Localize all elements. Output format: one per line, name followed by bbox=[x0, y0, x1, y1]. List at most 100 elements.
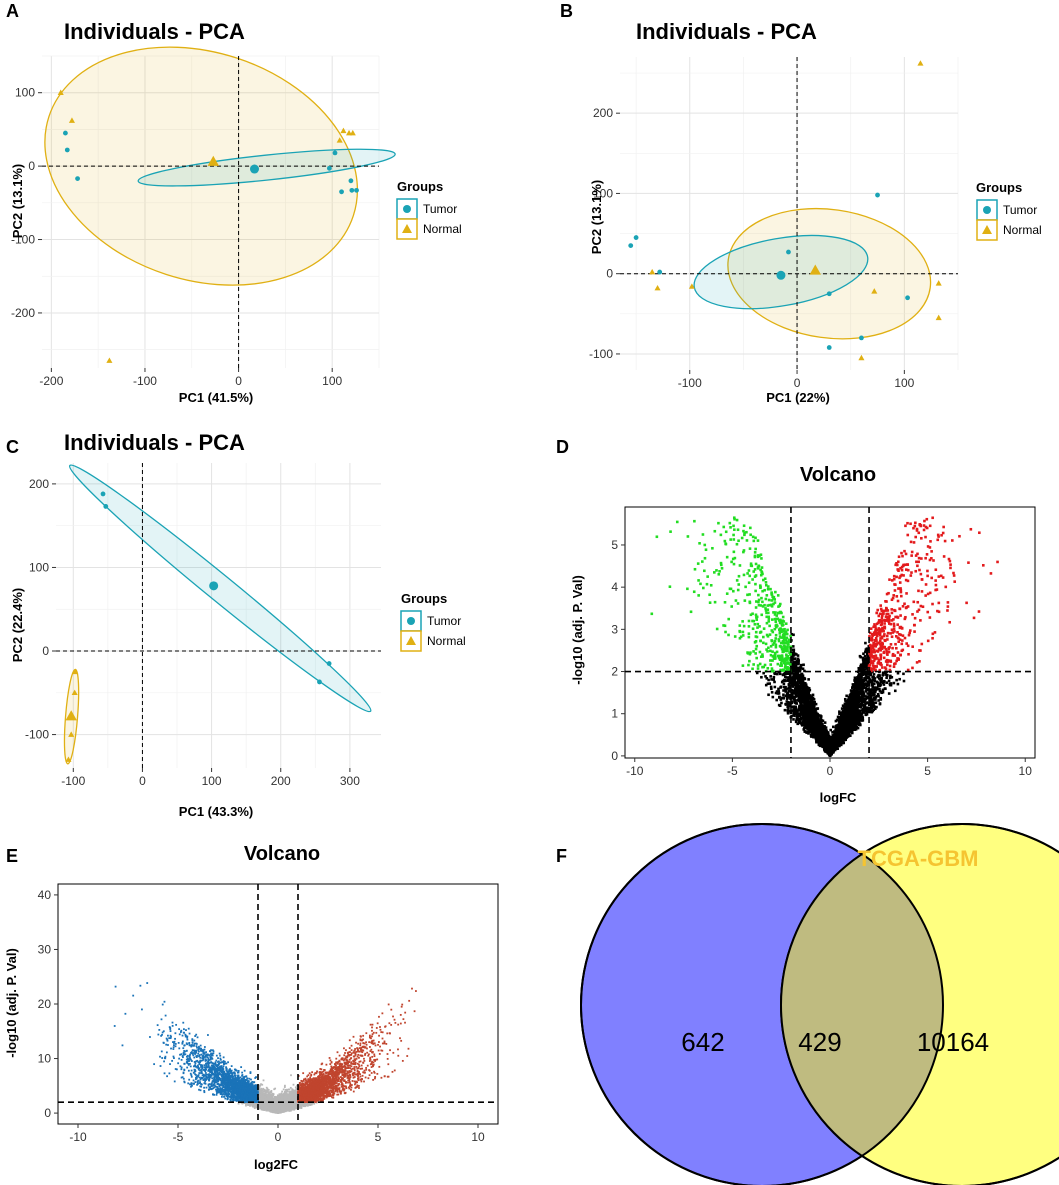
point-not-significant bbox=[846, 727, 849, 730]
y-tick-label: 100 bbox=[593, 186, 613, 200]
point-not-significant bbox=[796, 712, 800, 716]
point-not-significant bbox=[824, 739, 828, 742]
point-not-significant bbox=[803, 720, 807, 723]
confidence-ellipse-tumor bbox=[137, 148, 396, 187]
point-not-significant bbox=[851, 683, 855, 686]
point-not-significant bbox=[857, 694, 861, 698]
point-downregulated bbox=[747, 581, 751, 585]
panel-letter-c: C bbox=[6, 437, 19, 457]
point-not-significant bbox=[799, 674, 802, 677]
point-not-significant bbox=[852, 703, 855, 706]
confidence-ellipse-tumor bbox=[68, 464, 372, 713]
point-not-significant bbox=[811, 707, 815, 710]
point-not-significant bbox=[807, 701, 811, 705]
point-downregulated bbox=[764, 609, 768, 612]
point-downregulated bbox=[769, 644, 773, 648]
point-not-significant bbox=[844, 710, 848, 714]
point-upregulated bbox=[894, 642, 897, 646]
point-downregulated bbox=[779, 610, 782, 614]
legend-title: Groups bbox=[976, 180, 1022, 195]
point-downregulated bbox=[785, 658, 788, 662]
point-not-significant bbox=[830, 742, 834, 745]
point-downregulated bbox=[783, 647, 786, 651]
point-normal bbox=[935, 280, 942, 286]
point-not-significant bbox=[862, 697, 865, 701]
point-downregulated bbox=[784, 638, 788, 642]
point-not-significant bbox=[844, 723, 848, 726]
point-not-significant bbox=[830, 736, 834, 739]
point-downregulated bbox=[786, 654, 790, 658]
point-not-significant bbox=[821, 719, 825, 723]
point-upregulated bbox=[915, 529, 919, 532]
point-downregulated bbox=[766, 649, 769, 653]
point-not-significant bbox=[760, 675, 763, 679]
y-tick-label: 0 bbox=[28, 159, 35, 173]
point-downregulated bbox=[780, 636, 783, 639]
point-not-significant bbox=[824, 732, 828, 735]
point-downregulated bbox=[722, 624, 725, 627]
point-not-significant bbox=[802, 686, 806, 689]
point-downregulated bbox=[772, 595, 776, 599]
point-not-significant bbox=[820, 744, 824, 748]
point-not-significant bbox=[881, 690, 885, 694]
point-not-significant bbox=[773, 685, 777, 689]
point-not-significant bbox=[810, 709, 814, 712]
point-not-significant bbox=[766, 682, 770, 686]
point-not-significant bbox=[813, 702, 816, 706]
point-downregulated bbox=[736, 588, 740, 592]
point-not-significant bbox=[782, 689, 785, 692]
point-not-significant bbox=[839, 721, 843, 725]
point-not-significant bbox=[775, 698, 779, 702]
point-not-significant bbox=[841, 741, 844, 745]
x-tick-label: 0 bbox=[235, 374, 242, 388]
point-not-significant bbox=[787, 704, 790, 708]
point-downregulated bbox=[751, 578, 754, 581]
point-not-significant bbox=[854, 680, 857, 683]
point-not-significant bbox=[780, 680, 784, 684]
point-downregulated bbox=[769, 653, 773, 657]
point-not-significant bbox=[842, 721, 845, 724]
point-downregulated bbox=[758, 631, 762, 634]
point-not-significant bbox=[806, 716, 810, 719]
point-not-significant bbox=[802, 695, 806, 698]
point-not-significant bbox=[821, 731, 825, 735]
point-not-significant bbox=[805, 713, 808, 716]
point-not-significant bbox=[839, 725, 842, 728]
y-tick-label: 100 bbox=[29, 560, 49, 574]
point-downregulated bbox=[773, 601, 777, 604]
point-not-significant bbox=[820, 733, 824, 737]
point-not-significant bbox=[857, 690, 861, 693]
point-not-significant bbox=[770, 691, 774, 694]
point-upregulated bbox=[890, 598, 894, 602]
point-not-significant bbox=[855, 700, 859, 703]
point-not-significant bbox=[853, 700, 856, 704]
point-downregulated bbox=[776, 662, 780, 666]
point-not-significant bbox=[816, 729, 819, 732]
point-not-significant bbox=[825, 740, 828, 744]
point-not-significant bbox=[792, 648, 796, 652]
point-not-significant bbox=[775, 690, 779, 693]
point-not-significant bbox=[851, 707, 855, 711]
point-not-significant bbox=[772, 675, 776, 679]
point-downregulated bbox=[760, 613, 764, 617]
point-not-significant bbox=[807, 712, 811, 716]
point-downregulated bbox=[773, 653, 777, 657]
point-not-significant bbox=[795, 716, 799, 720]
point-not-significant bbox=[806, 714, 810, 718]
point-not-significant bbox=[860, 700, 864, 704]
point-not-significant bbox=[827, 748, 830, 752]
point-not-significant bbox=[875, 705, 878, 709]
point-not-significant bbox=[863, 706, 867, 710]
point-upregulated bbox=[918, 660, 921, 663]
point-downregulated bbox=[759, 568, 762, 572]
point-upregulated bbox=[949, 563, 952, 566]
point-downregulated bbox=[766, 666, 770, 670]
point-downregulated bbox=[759, 573, 763, 577]
point-not-significant bbox=[814, 702, 818, 706]
point-not-significant bbox=[794, 708, 798, 712]
point-not-significant bbox=[873, 690, 877, 694]
pca-chart-c: Individuals - PCA -100 0 100 200 300-1000100… bbox=[10, 430, 466, 819]
legend-marker-tumor bbox=[403, 205, 411, 213]
point-not-significant bbox=[860, 698, 863, 702]
x-tick-label: 100 bbox=[322, 374, 342, 388]
